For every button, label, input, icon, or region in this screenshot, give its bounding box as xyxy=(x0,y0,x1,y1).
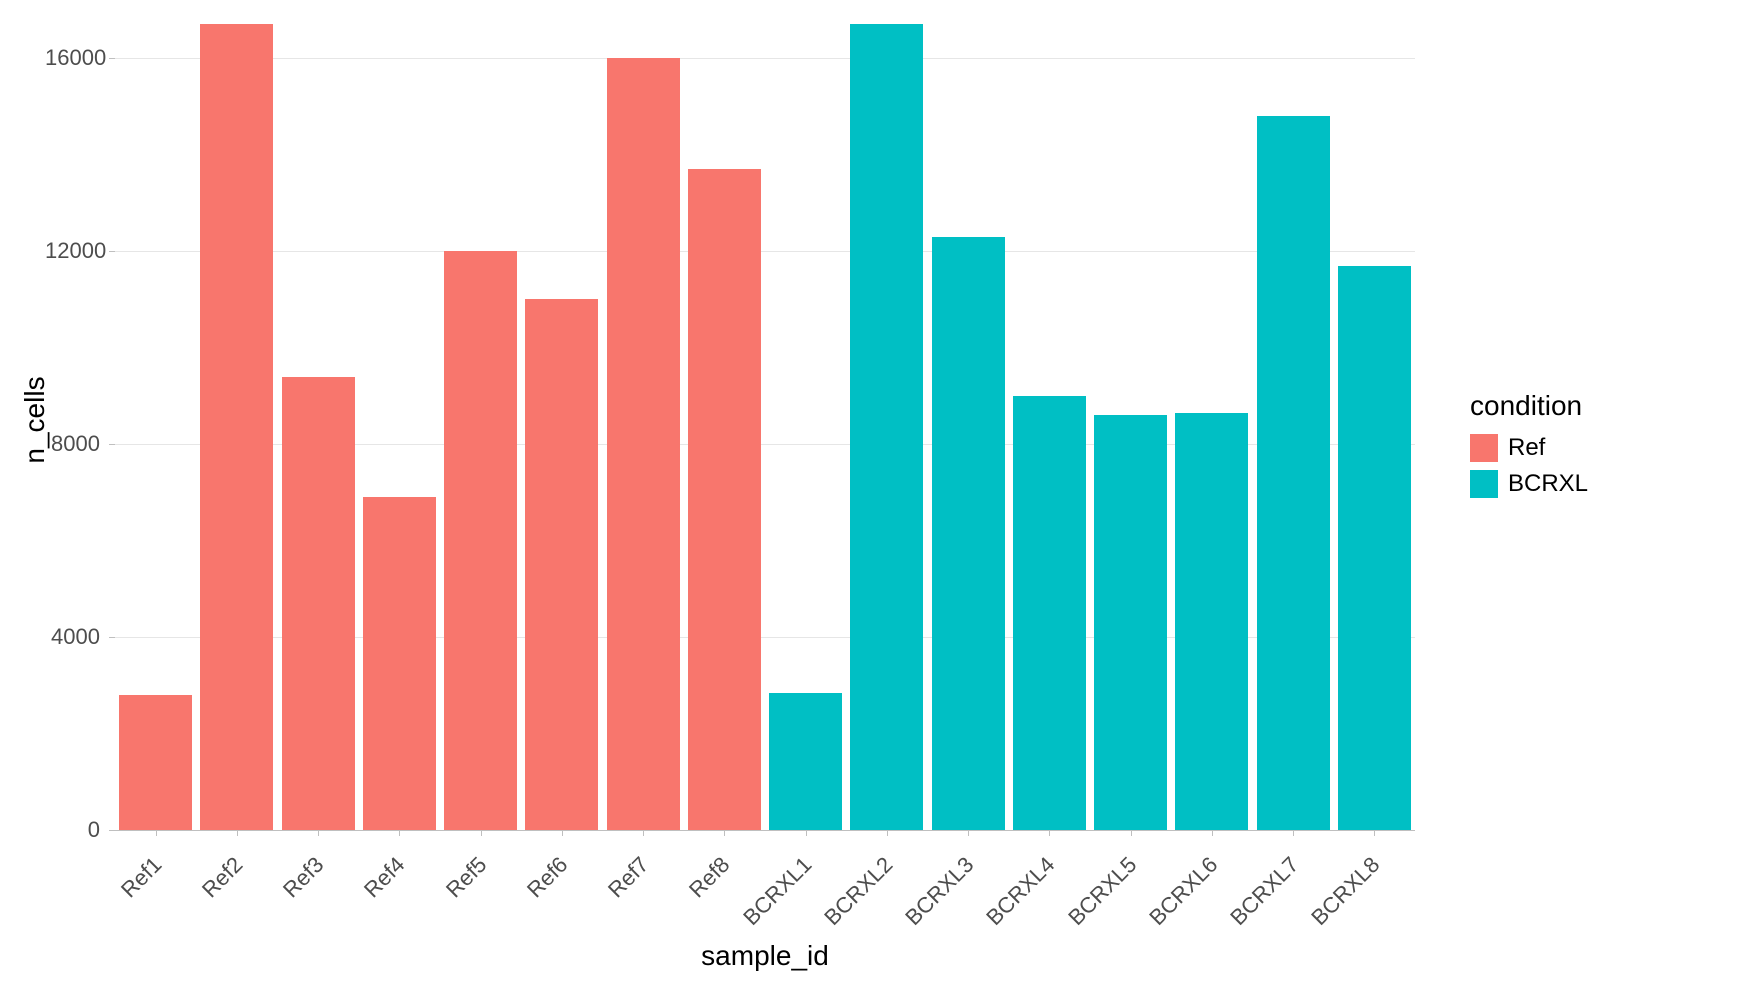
x-tick-mark xyxy=(318,830,319,836)
plot-area xyxy=(115,10,1415,830)
legend-item-BCRXL: BCRXL xyxy=(1470,470,1588,498)
bar-Ref7 xyxy=(607,58,680,830)
y-tick-mark xyxy=(109,444,115,445)
x-tick-mark xyxy=(1131,830,1132,836)
x-tick-mark xyxy=(724,830,725,836)
legend: condition Ref BCRXL xyxy=(1470,390,1588,506)
x-tick-mark xyxy=(156,830,157,836)
bar-BCRXL7 xyxy=(1257,116,1330,830)
bar-Ref5 xyxy=(444,251,517,830)
x-tick-mark xyxy=(968,830,969,836)
x-tick-mark xyxy=(1293,830,1294,836)
x-tick-mark xyxy=(399,830,400,836)
bar-Ref6 xyxy=(525,299,598,830)
gridline xyxy=(115,251,1415,252)
legend-label: Ref xyxy=(1508,434,1545,462)
y-tick-label: 0 xyxy=(45,817,100,843)
y-tick-mark xyxy=(109,251,115,252)
y-tick-label: 12000 xyxy=(45,238,100,264)
bar-BCRXL1 xyxy=(769,693,842,830)
x-tick-mark xyxy=(1374,830,1375,836)
y-tick-mark xyxy=(109,58,115,59)
bar-Ref4 xyxy=(363,497,436,830)
y-tick-label: 8000 xyxy=(45,431,100,457)
bar-BCRXL3 xyxy=(932,237,1005,830)
x-tick-mark xyxy=(1049,830,1050,836)
bar-Ref3 xyxy=(282,377,355,830)
x-axis-baseline xyxy=(115,830,1415,831)
y-tick-label: 16000 xyxy=(45,45,100,71)
legend-key-icon xyxy=(1470,434,1498,462)
y-tick-mark xyxy=(109,637,115,638)
bar-BCRXL6 xyxy=(1175,413,1248,830)
bar-BCRXL2 xyxy=(850,24,923,830)
y-tick-label: 4000 xyxy=(45,624,100,650)
x-tick-mark xyxy=(481,830,482,836)
bar-Ref1 xyxy=(119,695,192,830)
x-tick-mark xyxy=(806,830,807,836)
bar-Ref2 xyxy=(200,24,273,830)
bar-BCRXL8 xyxy=(1338,266,1411,830)
legend-key-icon xyxy=(1470,470,1498,498)
bar-Ref8 xyxy=(688,169,761,830)
x-tick-mark xyxy=(1212,830,1213,836)
bar-BCRXL5 xyxy=(1094,415,1167,830)
legend-title: condition xyxy=(1470,390,1588,422)
y-tick-mark xyxy=(109,830,115,831)
chart-container: n_cells sample_id condition RefBCRXL 040… xyxy=(0,0,1754,996)
legend-item-Ref: Ref xyxy=(1470,434,1588,462)
legend-label: BCRXL xyxy=(1508,470,1588,498)
bar-BCRXL4 xyxy=(1013,396,1086,830)
gridline xyxy=(115,58,1415,59)
x-tick-mark xyxy=(562,830,563,836)
x-tick-mark xyxy=(887,830,888,836)
x-tick-mark xyxy=(643,830,644,836)
x-tick-mark xyxy=(237,830,238,836)
